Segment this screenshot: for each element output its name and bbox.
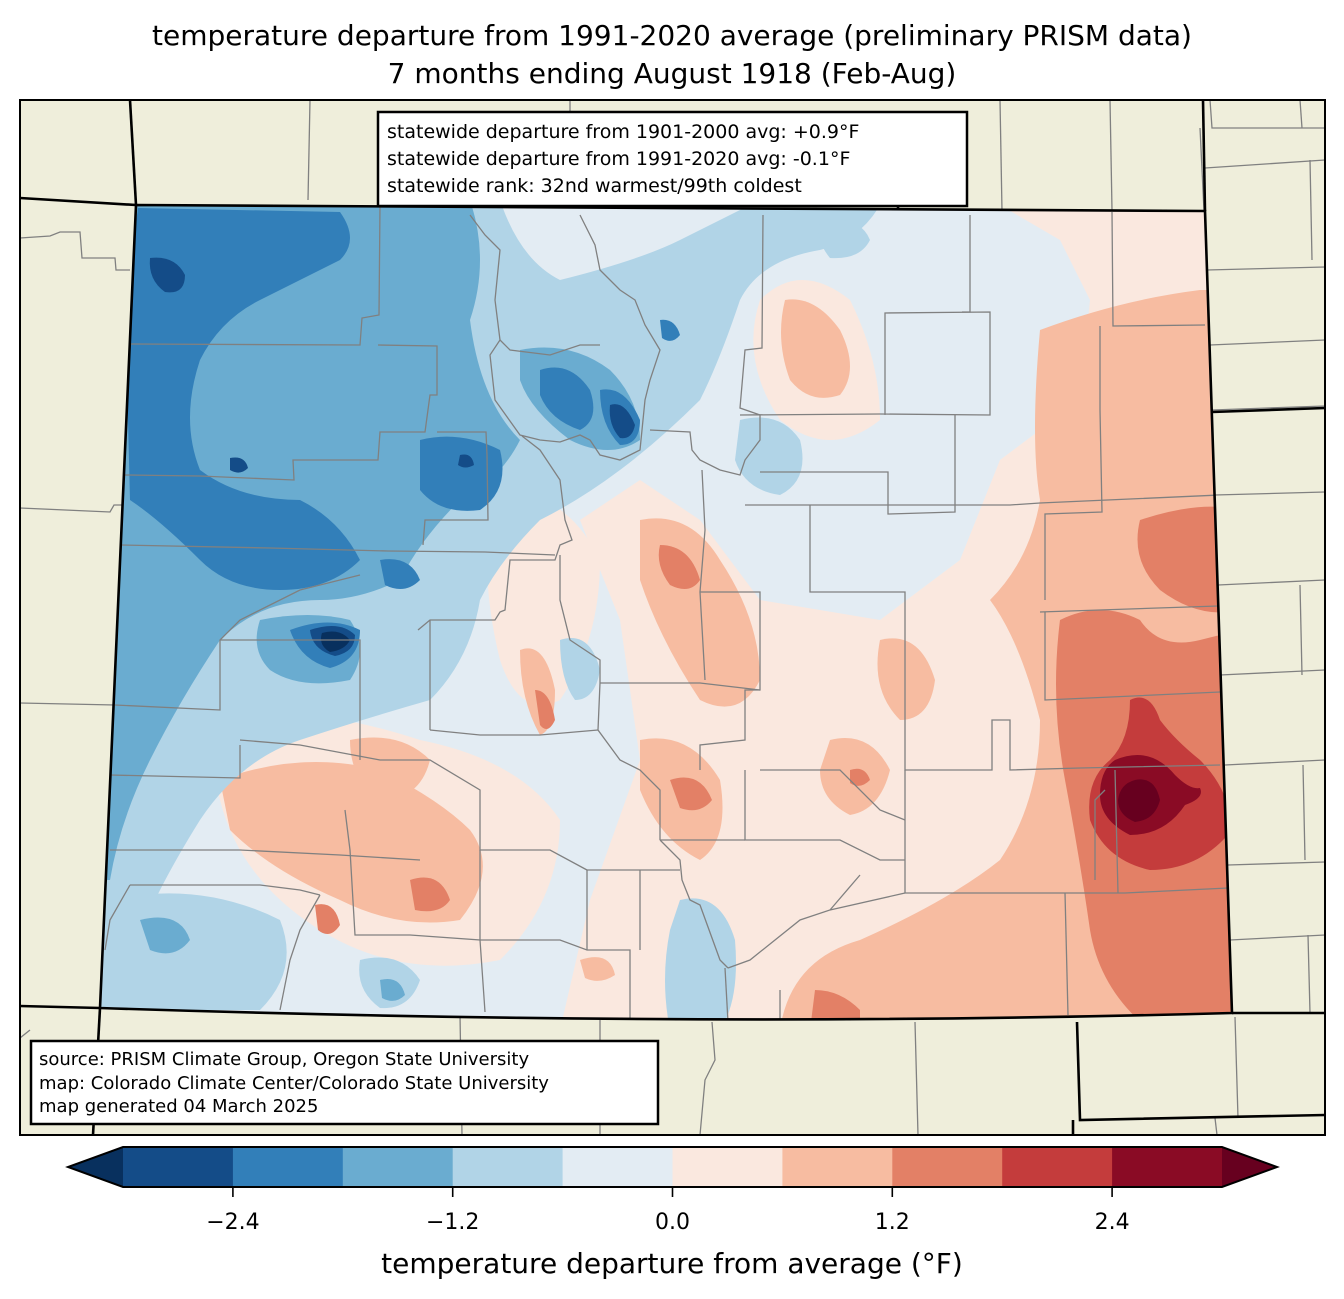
colorbar-label: temperature departure from average (°F) [381, 1247, 963, 1280]
temperature-field [100, 205, 1232, 1020]
colorbar-bin [1112, 1147, 1223, 1187]
stats-line-3: statewide rank: 32nd warmest/99th coldes… [387, 175, 802, 197]
field-cool-3 [125, 208, 360, 590]
map-frame [19, 99, 1326, 1136]
map-area: statewide departure from 1901-2000 avg: … [20, 100, 1325, 1135]
county-lines [104, 205, 1229, 1020]
colorbar-bin [1002, 1147, 1113, 1187]
colorado-border [98, 203, 1234, 1021]
field-cool-min [321, 631, 350, 652]
source-line-3: map generated 04 March 2025 [39, 1096, 318, 1117]
colorbar-tick-label: 0.0 [655, 1210, 690, 1235]
title-line-1: temperature departure from 1991-2020 ave… [152, 19, 1192, 52]
stats-line-2: statewide departure from 1991-2020 avg: … [387, 148, 850, 170]
source-line-2: map: Colorado Climate Center/Colorado St… [39, 1073, 549, 1094]
field-cool-4 [149, 257, 185, 293]
stats-line-1: statewide departure from 1901-2000 avg: … [387, 121, 859, 143]
colorbar: −2.4 −1.2 0.0 1.2 2.4 [65, 1146, 1280, 1235]
colorbar-bin [562, 1147, 673, 1187]
colorbar-bin [342, 1147, 454, 1187]
source-box: source: PRISM Climate Group, Oregon Stat… [29, 1039, 660, 1126]
colorbar-tick-label: −2.4 [206, 1210, 259, 1235]
field-warm-max [1118, 779, 1160, 822]
colorbar-bin [452, 1147, 564, 1187]
colorbar-bin [892, 1147, 1003, 1187]
colorbar-tick-label: 1.2 [875, 1210, 910, 1235]
stats-box: statewide departure from 1901-2000 avg: … [376, 110, 969, 208]
colorbar-extend-under [68, 1147, 123, 1187]
colorbar-outline [65, 1146, 1280, 1188]
colorbar-bin [672, 1147, 783, 1187]
source-line-1: source: PRISM Climate Group, Oregon Stat… [39, 1049, 529, 1070]
colorbar-tick-label: −1.2 [426, 1210, 479, 1235]
colorbar-bin [782, 1147, 893, 1187]
colorbar-extend-over [1222, 1147, 1277, 1187]
colorbar-bin [232, 1147, 344, 1187]
title-line-2: 7 months ending August 1918 (Feb-Aug) [388, 57, 957, 90]
colorbar-tick-label: 2.4 [1095, 1210, 1130, 1235]
colorbar-bin [123, 1147, 234, 1187]
